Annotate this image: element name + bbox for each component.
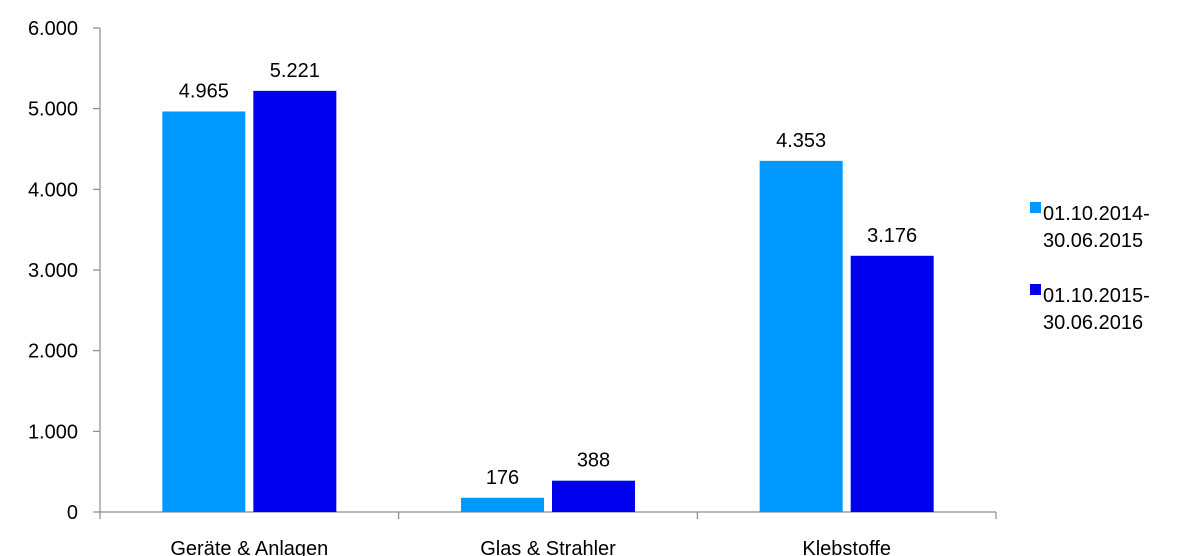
bar-value-label: 388 xyxy=(577,450,610,472)
bars xyxy=(162,90,934,513)
legend-label: 01.10.2014- xyxy=(1043,203,1150,225)
bar-value-label: 176 xyxy=(486,467,519,489)
bar xyxy=(850,255,934,512)
data-labels: 4.965 5.221 176 388 4.353 3.176 xyxy=(179,60,917,489)
bar-value-label: 4.965 xyxy=(179,80,229,102)
x-category-label: Geräte & Anlagen xyxy=(170,538,328,556)
y-tick-label: 4.000 xyxy=(28,179,78,201)
bar xyxy=(759,160,843,512)
legend: 01.10.2014- 30.06.2015 01.10.2015- 30.06.20… xyxy=(1030,202,1150,334)
bar xyxy=(552,480,635,512)
bar-value-label: 4.353 xyxy=(776,130,826,152)
bar-value-label: 5.221 xyxy=(270,60,320,82)
y-axis: 0 1.000 2.000 3.000 4.000 5.000 6.000 xyxy=(28,18,101,524)
x-axis: Geräte & Anlagen Glas & Strahler Klebstoff… xyxy=(99,511,997,556)
legend-swatch xyxy=(1030,284,1041,295)
x-category-label: Glas & Strahler xyxy=(480,538,616,556)
y-tick-label: 3.000 xyxy=(28,260,78,282)
legend-label: 30.06.2015 xyxy=(1043,230,1143,252)
y-tick-label: 6.000 xyxy=(28,18,78,40)
x-category-label: Klebstoffe xyxy=(802,538,891,556)
y-tick-label: 1.000 xyxy=(28,421,78,443)
y-tick-label: 2.000 xyxy=(28,341,78,363)
legend-swatch xyxy=(1030,202,1041,213)
bar xyxy=(461,497,544,512)
legend-item: 01.10.2015- 30.06.2016 xyxy=(1030,284,1150,334)
bar xyxy=(162,111,246,513)
legend-item: 01.10.2014- 30.06.2015 xyxy=(1030,202,1150,252)
legend-label: 01.10.2015- xyxy=(1043,285,1150,307)
bar-value-label: 3.176 xyxy=(867,225,917,247)
y-tick-label: 0 xyxy=(67,502,78,524)
legend-label: 30.06.2016 xyxy=(1043,312,1143,334)
y-tick-label: 5.000 xyxy=(28,99,78,121)
bar xyxy=(253,90,337,513)
